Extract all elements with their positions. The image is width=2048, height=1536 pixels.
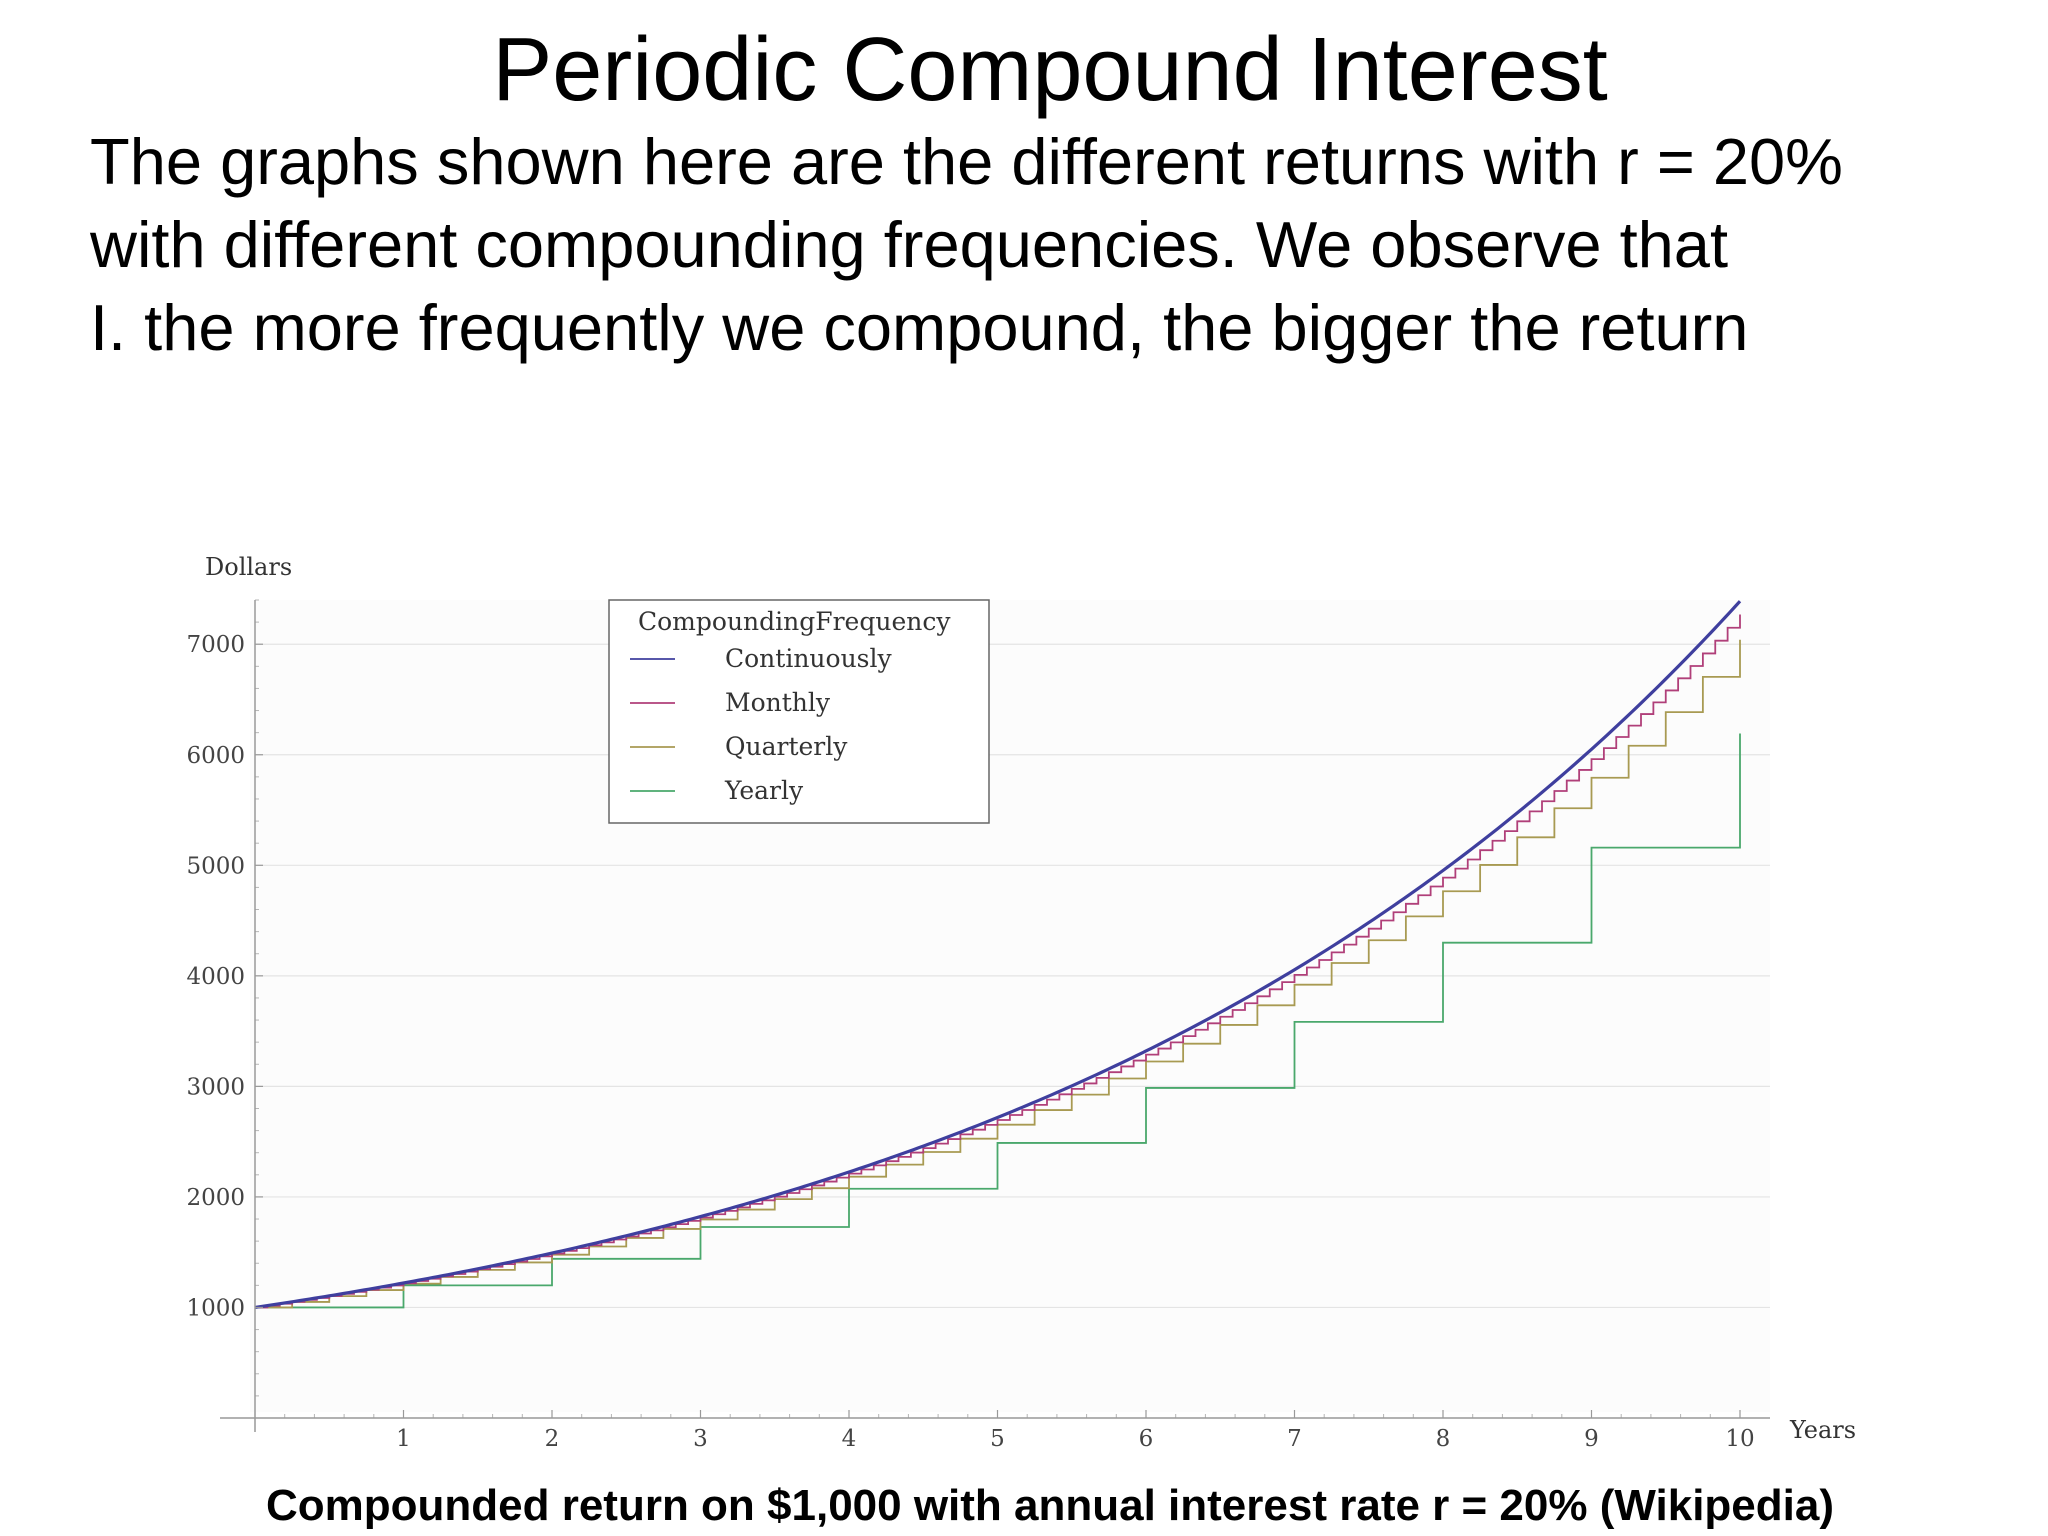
series-lines [254, 600, 1742, 1310]
legend-entry-quarterly: Quarterly [725, 732, 848, 761]
slide-title: Periodic Compound Interest [492, 20, 1608, 120]
body-line: with different compounding frequencies. … [90, 208, 1729, 281]
axes: 1000 2000 3000 4000 5000 6000 7000 1 2 3 4 5 6 7 8 9 10 [186, 599, 1770, 1452]
legend-title: CompoundingFrequency [638, 607, 951, 636]
y-tick-label: 4000 [186, 964, 245, 990]
legend: CompoundingFrequency Continuously Monthly… [608, 599, 990, 824]
series-line-yearly [255, 733, 1741, 1309]
x-tick-label: 4 [842, 1426, 857, 1452]
x-axis-label: Years [1789, 1416, 1856, 1444]
plot-area [250, 600, 1770, 1412]
y-tick-label: 2000 [186, 1185, 245, 1211]
x-tick-label: 9 [1584, 1426, 1599, 1452]
figure-caption: Compounded return on $1,000 with annual … [265, 1481, 1835, 1530]
series-line-continuously [254, 600, 1742, 1310]
legend-entry-yearly: Yearly [724, 776, 804, 805]
y-axis-label: Dollars [205, 553, 292, 581]
slide-body: The graphs shown here are the different … [90, 120, 2030, 369]
body-line: I. the more frequently we compound, the … [90, 291, 1749, 364]
compound-interest-chart: 1000 2000 3000 4000 5000 6000 7000 1 2 3 4 5 6 7 8 9 10 … [140, 540, 1880, 1460]
x-tick-label: 6 [1139, 1426, 1154, 1452]
x-tick-label: 2 [545, 1426, 560, 1452]
y-tick-label: 1000 [186, 1295, 245, 1321]
y-tick-label: 3000 [186, 1074, 245, 1100]
x-tick-label: 7 [1287, 1426, 1302, 1452]
x-tick-label: 10 [1725, 1426, 1754, 1452]
body-line: The graphs shown here are the different … [90, 125, 1843, 198]
y-tick-label: 7000 [186, 632, 245, 658]
legend-entry-continuously: Continuously [725, 644, 893, 673]
y-tick-label: 6000 [186, 743, 245, 769]
x-tick-label: 1 [396, 1426, 411, 1452]
y-tick-label: 5000 [186, 853, 245, 879]
legend-entry-monthly: Monthly [725, 688, 831, 717]
x-tick-label: 8 [1436, 1426, 1451, 1452]
x-tick-label: 5 [990, 1426, 1005, 1452]
legend-box [608, 599, 990, 824]
grid-lines [255, 643, 1770, 1309]
x-tick-label: 3 [693, 1426, 708, 1452]
